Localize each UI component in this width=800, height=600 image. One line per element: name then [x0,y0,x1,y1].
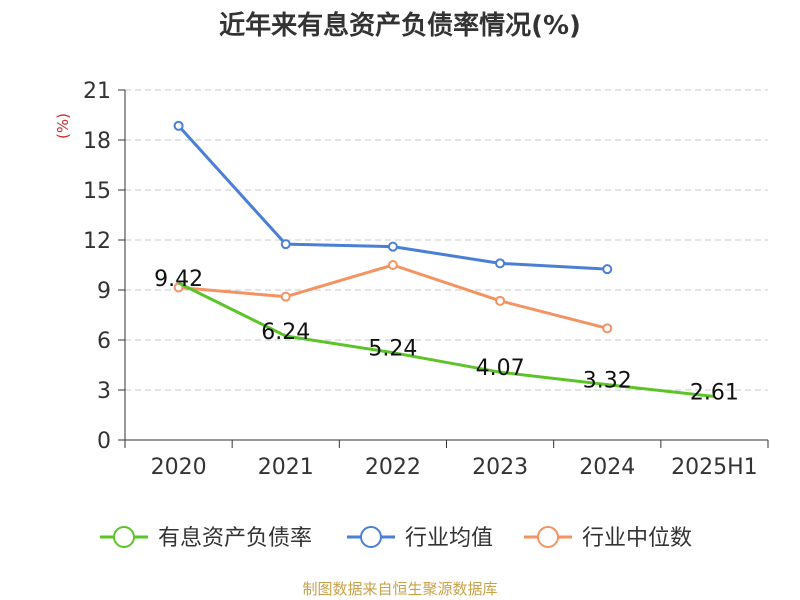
gridlines [125,89,768,391]
data-label: 6.24 [261,320,310,345]
data-point [495,295,506,306]
legend-marker [360,526,382,548]
data-point [602,264,613,275]
legend-label: 行业中位数 [582,526,692,551]
data-label: 4.07 [476,356,525,381]
y-tick-label: 9 [97,279,111,304]
legend-item[interactable]: 有息资产负债率 [100,526,312,551]
source-note: 制图数据来自恒生聚源数据库 [302,580,497,598]
y-tick-label: 6 [97,329,111,354]
x-tick-label: 2021 [258,455,314,480]
data-label: 2.61 [690,381,739,406]
series-line [177,281,715,398]
legend-marker [113,526,135,548]
y-tick-label: 18 [83,129,111,154]
axes: 0 3 6 9 12 15 18 21 2020 2021 2022 2023 2024 2025H1 [83,79,769,480]
legend-item[interactable]: 行业中位数 [524,526,692,551]
data-label: 3.32 [583,369,632,394]
data-point [387,241,398,252]
x-tick-label: 2022 [365,455,421,480]
data-point [387,260,398,270]
y-tick-label: 12 [83,229,111,254]
y-axis-unit: (%) [54,113,72,139]
x-tick-label: 2024 [579,455,635,480]
data-point [173,120,184,131]
data-labels: 9.42 6.24 5.24 4.07 3.32 2.61 [154,267,739,406]
y-tick-label: 21 [83,79,111,104]
legend-label: 有息资产负债率 [158,526,312,551]
y-tick-label: 0 [97,429,111,454]
x-tick-label: 2023 [472,455,528,480]
data-point [495,258,506,269]
series-lines [173,120,715,398]
data-label: 5.24 [368,337,417,362]
data-point [280,239,291,250]
x-tick-label: 2025H1 [671,455,758,480]
data-point [280,291,291,302]
y-tick-label: 15 [83,179,111,204]
x-tick-label: 2020 [151,455,207,480]
legend-marker [537,526,559,548]
data-label: 9.42 [154,267,203,292]
legend[interactable]: 有息资产负债率 行业均值 行业中位数 [100,526,692,551]
chart-title: 近年来有息资产负债率情况(%) [219,10,581,41]
legend-item[interactable]: 行业均值 [347,526,493,551]
y-tick-label: 3 [97,379,111,404]
legend-label: 行业均值 [405,526,493,551]
data-point [602,323,613,334]
series-line [178,263,608,330]
